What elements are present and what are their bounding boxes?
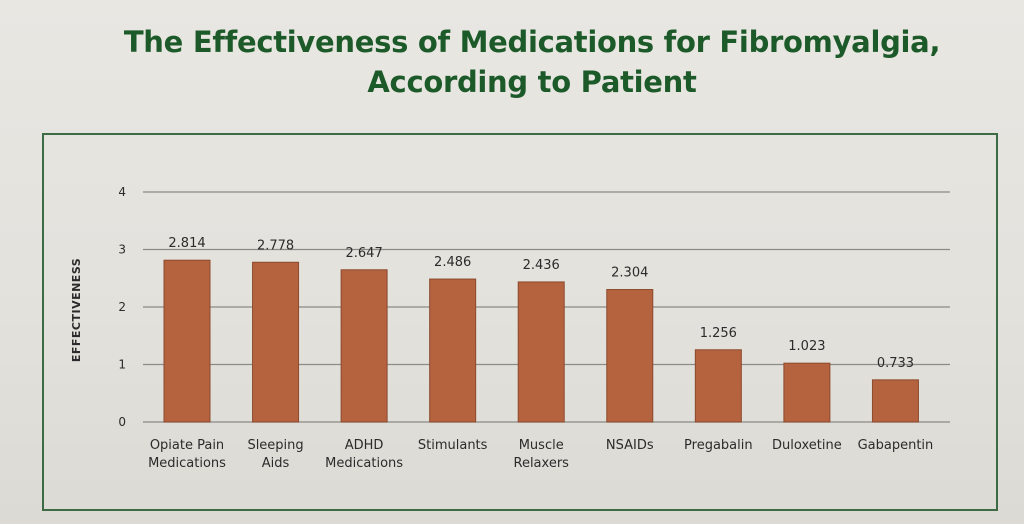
bar	[694, 349, 742, 423]
bar	[429, 278, 477, 423]
x-tick-label: Relaxers	[514, 456, 570, 471]
x-tick-label: Gabapentin	[858, 438, 934, 453]
x-tick-label: Aids	[262, 456, 290, 471]
y-tick-label: 2	[118, 300, 126, 314]
data-label: 2.778	[257, 238, 294, 253]
data-label: 1.256	[700, 326, 737, 341]
y-tick-label: 3	[118, 243, 126, 257]
x-tick-label: NSAIDs	[606, 438, 654, 453]
x-tick-label: Duloxetine	[772, 438, 842, 453]
y-axis-label: EFFECTIVENESS	[70, 258, 83, 362]
chart-title-line-2: According to Patient	[367, 65, 697, 99]
x-tick-label: ADHD	[345, 438, 384, 453]
bar	[252, 261, 300, 423]
x-tick-label: Medications	[325, 456, 403, 471]
x-tick-label: Sleeping	[247, 438, 303, 453]
x-tick-label: Stimulants	[418, 438, 488, 453]
bar	[606, 289, 654, 423]
data-label: 2.436	[523, 258, 560, 273]
x-tick-label: Pregabalin	[684, 438, 753, 453]
y-tick-label: 4	[118, 185, 126, 199]
bar	[340, 269, 388, 423]
x-tick-label: Medications	[148, 456, 226, 471]
bar	[163, 259, 211, 423]
chart-frame	[42, 133, 998, 511]
x-tick-label: Muscle	[519, 438, 564, 453]
chart-title-line-1: The Effectiveness of Medications for Fib…	[123, 25, 941, 59]
data-label: 2.304	[611, 266, 648, 281]
bar	[517, 281, 565, 423]
x-tick-label: Opiate Pain	[150, 438, 224, 453]
chart-title: The Effectiveness of Medications for Fib…	[0, 22, 1024, 102]
y-tick-label: 0	[118, 415, 126, 429]
data-label: 2.814	[168, 236, 205, 251]
data-label: 1.023	[788, 339, 825, 354]
bar	[871, 379, 919, 423]
data-label: 2.486	[434, 255, 471, 270]
y-tick-label: 1	[118, 358, 126, 372]
data-label: 2.647	[346, 246, 383, 261]
bar	[783, 362, 831, 423]
data-label: 0.733	[877, 356, 914, 371]
